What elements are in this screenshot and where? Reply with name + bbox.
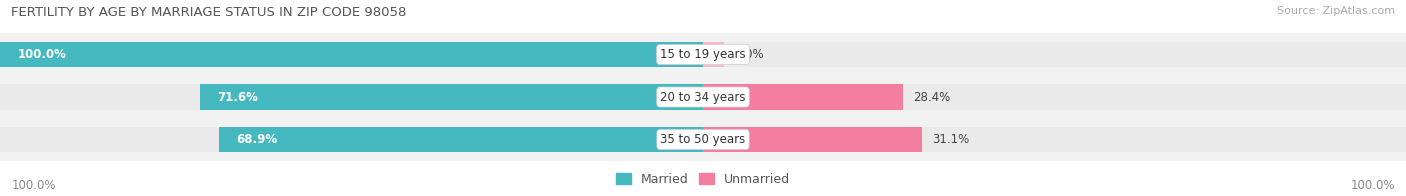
Bar — [200, 84, 703, 110]
Bar — [703, 84, 903, 110]
Bar — [703, 127, 1406, 152]
Text: 20 to 34 years: 20 to 34 years — [661, 91, 745, 103]
Bar — [0, 33, 1406, 76]
Bar — [0, 84, 703, 110]
Text: 68.9%: 68.9% — [236, 133, 277, 146]
Text: 31.1%: 31.1% — [932, 133, 969, 146]
Text: 100.0%: 100.0% — [17, 48, 66, 61]
Bar — [0, 118, 1406, 161]
Bar — [0, 42, 703, 67]
Text: 0.0%: 0.0% — [734, 48, 765, 61]
Bar — [703, 42, 724, 67]
Text: 28.4%: 28.4% — [914, 91, 950, 103]
Legend: Married, Unmarried: Married, Unmarried — [612, 169, 794, 190]
Bar — [0, 127, 703, 152]
Text: FERTILITY BY AGE BY MARRIAGE STATUS IN ZIP CODE 98058: FERTILITY BY AGE BY MARRIAGE STATUS IN Z… — [11, 6, 406, 19]
Bar — [0, 76, 1406, 118]
Text: 100.0%: 100.0% — [1350, 179, 1395, 192]
Bar — [703, 127, 922, 152]
Bar — [703, 42, 1406, 67]
Bar — [703, 84, 1406, 110]
Text: 15 to 19 years: 15 to 19 years — [661, 48, 745, 61]
Bar — [0, 42, 703, 67]
Bar — [218, 127, 703, 152]
Text: Source: ZipAtlas.com: Source: ZipAtlas.com — [1277, 6, 1395, 16]
Text: 35 to 50 years: 35 to 50 years — [661, 133, 745, 146]
Text: 100.0%: 100.0% — [11, 179, 56, 192]
Text: 71.6%: 71.6% — [218, 91, 259, 103]
